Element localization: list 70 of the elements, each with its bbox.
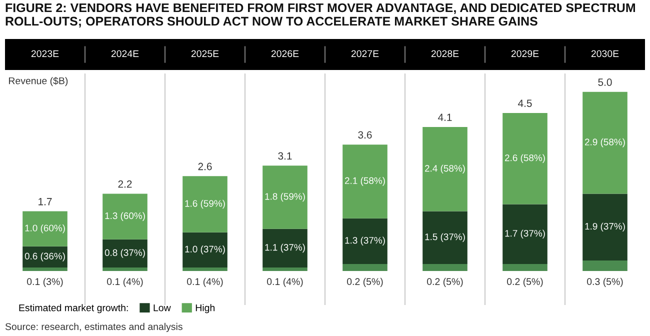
bar [582,260,628,271]
data-label: 0.1 (4%) [187,278,223,287]
data-label: 1.1 (37%) [265,244,305,253]
bar [262,166,308,229]
bar [262,228,308,268]
data-label: 0.1 (3%) [27,278,63,287]
data-label: 0.8 (37%) [104,249,145,258]
data-label: 2.9 (58%) [585,138,625,148]
bar [502,112,548,204]
x-tick-label: 2023E [31,50,59,58]
data-label: 0.2 (5%) [427,278,463,287]
x-tick-label: 2030E [591,50,619,58]
total-label: 3.6 [358,131,372,139]
bar [342,264,388,271]
x-tick-label: 2029E [511,50,539,58]
chart-title: FIGURE 2: VENDORS HAVE BENEFITED FROM FIRST MOVER ADVANTAGE, AND DEDICATED SPECTRUM ROLL-OUTS; OPERATORS SHOULD ACT NOW TO ACCELERATE MARKET SHARE GAINS [6,3,635,28]
data-label: 1.0 (37%) [185,246,225,254]
bar [422,211,468,264]
data-label: 0.2 (5%) [507,278,543,287]
bar [182,267,228,271]
data-label: 1.3 (60%) [105,212,145,221]
bar [22,267,68,271]
total-label: 3.1 [278,152,292,160]
total-label: 4.1 [438,114,452,121]
data-label: 0.1 (4%) [107,278,143,287]
bar [502,264,548,271]
y-axis-title: Revenue ($B) [9,76,68,86]
total-label: 1.7 [38,198,52,206]
source-note: Source: research, estimates and analysis [5,322,182,332]
legend-label: Low [154,304,171,312]
bar [182,232,228,268]
total-label: 2.6 [198,162,212,170]
bar [102,239,148,268]
bar [582,92,628,194]
total-label: 2.2 [118,180,132,188]
total-label: 5.0 [598,78,612,86]
data-label: 2.1 (58%) [345,177,385,186]
data-label: 0.1 (4%) [267,278,303,287]
data-label: 1.6 (59%) [185,200,225,209]
x-tick-label: 2024E [111,50,139,58]
data-label: 0.3 (5%) [587,278,623,287]
data-label: 0.6 (36%) [24,252,65,262]
bar [502,204,548,264]
total-label: 4.5 [518,100,532,107]
data-label: 1.0 (60%) [25,224,65,234]
bar [342,218,388,264]
bar [22,246,68,268]
x-tick-label: 2027E [351,50,379,58]
data-label: 1.3 (37%) [345,236,385,246]
data-label: 2.4 (58%) [425,164,465,174]
bar [22,211,68,246]
data-label: 0.2 (5%) [347,278,383,287]
bar [102,194,148,240]
data-label: 1.8 (59%) [265,192,305,202]
x-tick-label: 2028E [431,50,459,58]
data-label: 1.9 (37%) [585,222,625,232]
bar [182,176,228,232]
bar [262,267,308,271]
bar [422,127,468,212]
x-tick-label: 2026E [271,50,299,58]
data-label: 1.5 (37%) [425,233,465,242]
data-label: 2.6 (58%) [505,154,545,164]
bar [342,144,388,218]
bar [582,194,628,260]
data-label: 1.7 (37%) [505,230,545,239]
bar [422,264,468,271]
bar [102,267,148,271]
legend-label: High [196,304,214,314]
x-tick-label: 2025E [191,50,219,58]
legend-title: Estimated market growth: [19,304,128,314]
